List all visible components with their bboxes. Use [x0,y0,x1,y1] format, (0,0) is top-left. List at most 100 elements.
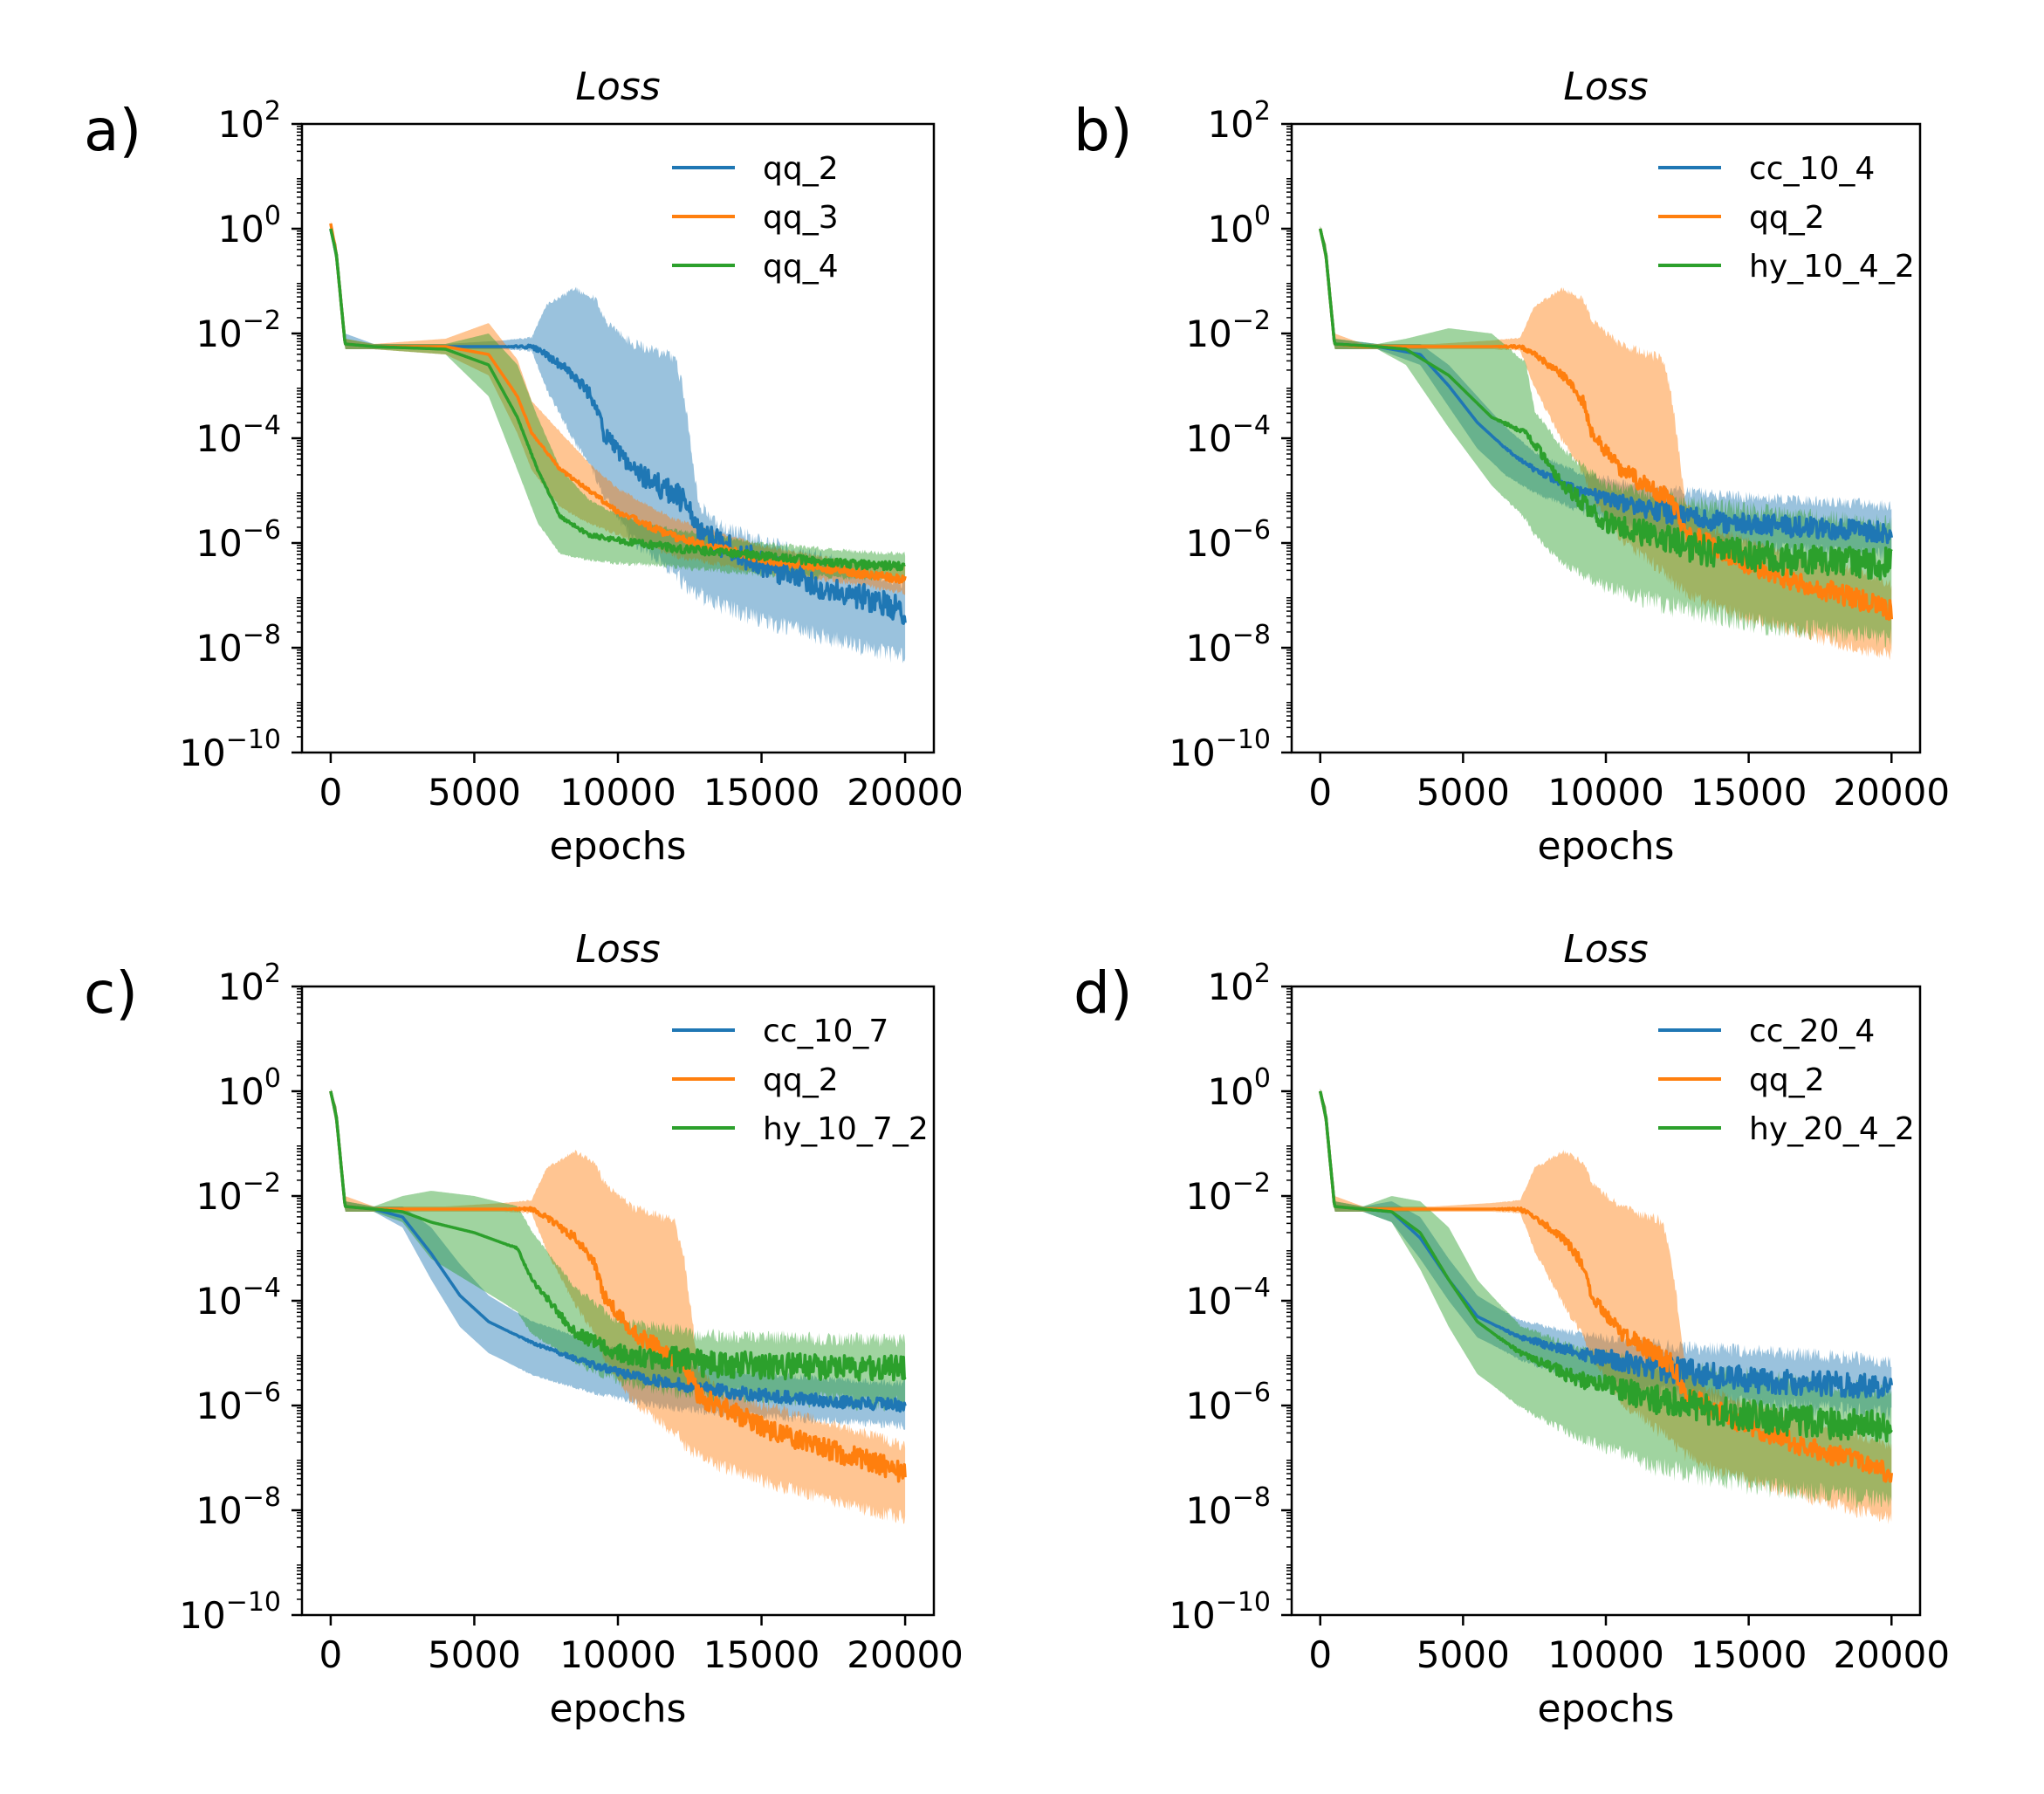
x-tick-label: 0 [1308,771,1332,814]
y-tick-exp: 2 [264,959,281,989]
legend-label: cc_20_4 [1749,1014,1875,1049]
y-tick-exp: 2 [264,96,281,127]
y-tick-label: 102 [217,96,281,146]
x-tick-label: 5000 [1416,771,1510,814]
legend-label: hy_20_4_2 [1749,1111,1915,1147]
line-cc_10_7 [329,1090,907,1413]
line-hy_20_4_2 [1318,1090,1893,1443]
line-hy_10_4_2 [1318,228,1893,581]
x-axis-label: epochs [550,824,687,869]
y-tick-exp: −6 [243,1378,281,1408]
line-qq_2 [1318,1090,1894,1483]
y-tick-base: 10 [217,1070,264,1113]
x-tick-label: 5000 [428,771,521,814]
y-tick-label: 10−4 [195,1273,281,1323]
legend: qq_2 qq_3 qq_4 [672,151,839,285]
y-tick-label: 10−2 [195,306,281,355]
chart-title: Loss [575,65,660,109]
y-tick-base: 10 [217,966,264,1008]
y-tick-base: 10 [1169,732,1215,774]
y-tick-label: 100 [217,201,281,251]
y-tick-exp: −2 [243,306,281,336]
y-tick-label: 10−4 [1185,1273,1271,1323]
x-tick-label: 0 [319,1633,343,1676]
x-tick-label: 20000 [847,771,964,814]
y-tick-label: 10−4 [195,410,281,460]
legend: cc_10_4 qq_2 hy_10_4_2 [1658,151,1915,285]
legend-label: cc_10_7 [763,1014,888,1049]
chart-title: Loss [1563,927,1648,972]
y-tick-label: 102 [1207,96,1271,146]
x-tick-label: 15000 [1691,771,1807,814]
y-tick-base: 10 [195,522,242,565]
y-tick-exp: −4 [1232,1273,1271,1303]
x-axis-label: epochs [550,1687,687,1731]
x-tick-label: 15000 [1691,1633,1807,1676]
y-tick-exp: −6 [1232,1378,1271,1408]
panel-label: a) [84,97,141,164]
x-tick-label: 15000 [703,1633,820,1676]
y-tick-base: 10 [1185,1175,1231,1218]
y-tick-base: 10 [1207,1070,1253,1113]
y-tick-label: 100 [217,1063,281,1113]
y-tick-base: 10 [1185,627,1231,670]
y-tick-base: 10 [195,1175,242,1218]
y-tick-base: 10 [179,732,225,774]
y-tick-exp: 0 [1254,201,1271,231]
y-tick-base: 10 [179,1594,225,1637]
y-tick-base: 10 [1185,522,1231,565]
y-tick-label: 10−8 [1185,620,1271,670]
x-tick-label: 5000 [1416,1633,1510,1676]
legend-label: hy_10_4_2 [1749,249,1915,285]
x-axis-label: epochs [1538,1687,1675,1731]
line-cc_20_4 [1318,1090,1894,1399]
line-qq_2 [329,1090,907,1483]
y-tick-label: 10−10 [1169,1587,1271,1637]
y-tick-exp: −2 [1232,1168,1271,1199]
y-tick-exp: 2 [1254,959,1271,989]
chart-title: Loss [575,927,660,972]
y-tick-exp: −2 [243,1168,281,1199]
y-tick-base: 10 [1207,208,1253,251]
y-tick-label: 10−6 [195,1378,281,1427]
plot-area [1318,226,1894,661]
y-tick-base: 10 [217,103,264,146]
legend-label: qq_2 [1749,1062,1825,1098]
y-tick-base: 10 [1185,417,1231,460]
y-tick-exp: −4 [243,1273,281,1303]
x-tick-label: 5000 [428,1633,521,1676]
plot-area [1318,1089,1894,1525]
line-qq_2 [1318,228,1894,622]
band-qq_2 [330,1089,906,1524]
y-tick-label: 10−10 [179,725,281,774]
y-tick-exp: −10 [226,1587,281,1618]
y-tick-label: 10−6 [1185,515,1271,565]
line-qq_4 [329,228,906,572]
panel-label: d) [1073,959,1133,1027]
y-tick-base: 10 [1185,1280,1231,1323]
y-tick-base: 10 [195,1385,242,1427]
y-tick-exp: −10 [226,725,281,755]
line-qq_3 [329,223,907,585]
x-tick-label: 20000 [847,1633,964,1676]
legend-label: cc_10_4 [1749,151,1875,187]
x-tick-label: 10000 [559,771,676,814]
legend-label: qq_2 [1749,200,1825,236]
x-axis-label: epochs [1538,824,1675,869]
y-tick-label: 10−10 [1169,725,1271,774]
legend-label: hy_10_7_2 [763,1111,929,1147]
x-tick-label: 10000 [1547,1633,1664,1676]
y-tick-exp: −8 [243,620,281,650]
plot-area [329,221,907,663]
y-tick-base: 10 [195,1280,242,1323]
band-qq_3 [330,221,906,595]
x-tick-label: 10000 [559,1633,676,1676]
y-tick-exp: −4 [243,410,281,441]
legend-label: qq_2 [763,151,839,187]
y-tick-label: 10−10 [179,1587,281,1637]
y-tick-exp: −10 [1216,1587,1271,1618]
